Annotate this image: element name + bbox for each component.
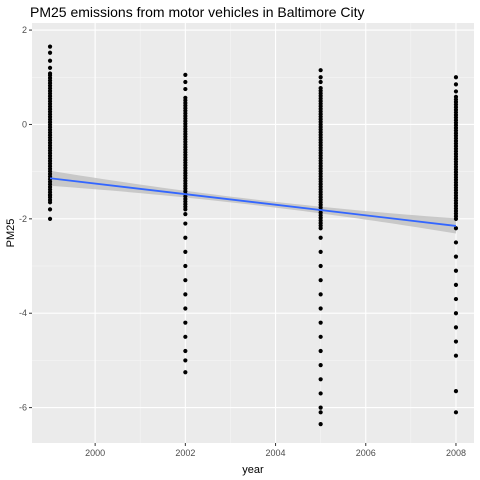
data-point-2008 (453, 89, 459, 94)
data-point-2005 (318, 278, 323, 283)
data-point-2008 (453, 82, 459, 87)
points-layer (47, 44, 459, 427)
y-axis-title: PM25 (5, 219, 17, 248)
data-point-2002 (183, 221, 188, 226)
data-point-2002 (183, 235, 188, 240)
data-point-2002 (183, 79, 188, 85)
data-point-2008 (453, 268, 459, 273)
data-point-2008 (453, 353, 459, 358)
data-point-2002 (183, 320, 188, 325)
data-point-2002 (183, 292, 188, 297)
plot-panel (32, 23, 474, 443)
data-point-2002 (183, 358, 188, 363)
data-point-2005 (318, 263, 323, 269)
data-point-1999 (47, 44, 53, 49)
data-point-2002 (183, 249, 188, 254)
data-point-2005 (318, 377, 323, 382)
x-tick-label: 2004 (266, 448, 286, 458)
data-point-1999 (47, 216, 53, 221)
data-point-1999 (47, 65, 53, 70)
data-point-2002 (183, 72, 188, 78)
data-point-2008 (453, 94, 459, 99)
data-point-2008 (453, 388, 459, 394)
data-point-2005 (318, 348, 323, 354)
data-point-2008 (453, 226, 459, 231)
data-point-1999 (47, 71, 53, 76)
data-point-2005 (318, 391, 323, 396)
x-tick-label: 2008 (446, 448, 466, 458)
data-point-1999 (47, 193, 53, 198)
data-point-2008 (453, 339, 459, 344)
data-point-2005 (318, 306, 323, 311)
data-point-2002 (183, 212, 188, 217)
data-point-2005 (318, 405, 323, 410)
data-point-2005 (318, 249, 323, 254)
data-point-2005 (318, 320, 323, 325)
y-tick-label: -2 (19, 214, 27, 224)
data-point-1999 (47, 207, 53, 212)
data-point-1999 (47, 58, 53, 63)
data-point-2002 (183, 370, 188, 375)
data-point-2005 (318, 86, 323, 91)
data-point-2002 (183, 263, 188, 269)
data-point-2005 (318, 363, 323, 368)
data-point-2005 (318, 334, 323, 339)
data-point-2002 (183, 95, 188, 100)
data-point-2005 (318, 410, 323, 415)
x-tick-label: 2006 (356, 448, 376, 458)
data-point-2005 (318, 75, 323, 80)
x-tick-label: 2000 (85, 448, 105, 458)
data-point-2005 (318, 68, 323, 73)
regression-line (49, 177, 457, 227)
y-tick-label: 0 (22, 119, 27, 129)
data-point-2005 (318, 79, 323, 85)
data-point-2008 (453, 410, 459, 415)
data-point-2008 (453, 296, 459, 302)
y-tick-label: -4 (19, 308, 27, 318)
ticks-layer: 2000 2002 2004 2006 2008 2 0 -2 -4 -6 (19, 25, 466, 458)
data-point-2008 (453, 240, 459, 245)
data-point-2008 (453, 325, 459, 330)
data-point-2008 (453, 254, 459, 259)
data-point-2008 (453, 282, 459, 288)
data-point-2002 (183, 278, 188, 283)
data-point-2002 (183, 306, 188, 311)
y-tick-label: 2 (22, 25, 27, 35)
data-point-2008 (453, 311, 459, 316)
data-point-2002 (183, 348, 188, 354)
chart-title: PM25 emissions from motor vehicles in Ba… (30, 4, 365, 20)
y-tick-label: -6 (19, 403, 27, 413)
data-point-2005 (318, 235, 323, 240)
x-tick-label: 2002 (175, 448, 195, 458)
x-axis-title: year (242, 464, 264, 476)
data-point-1999 (47, 50, 53, 55)
data-point-2002 (183, 86, 188, 92)
data-point-2002 (183, 334, 188, 339)
data-point-1999 (47, 200, 53, 205)
data-point-2005 (318, 292, 323, 297)
data-point-2008 (453, 75, 459, 80)
data-point-2005 (318, 422, 323, 427)
fit-line-layer (49, 177, 457, 227)
